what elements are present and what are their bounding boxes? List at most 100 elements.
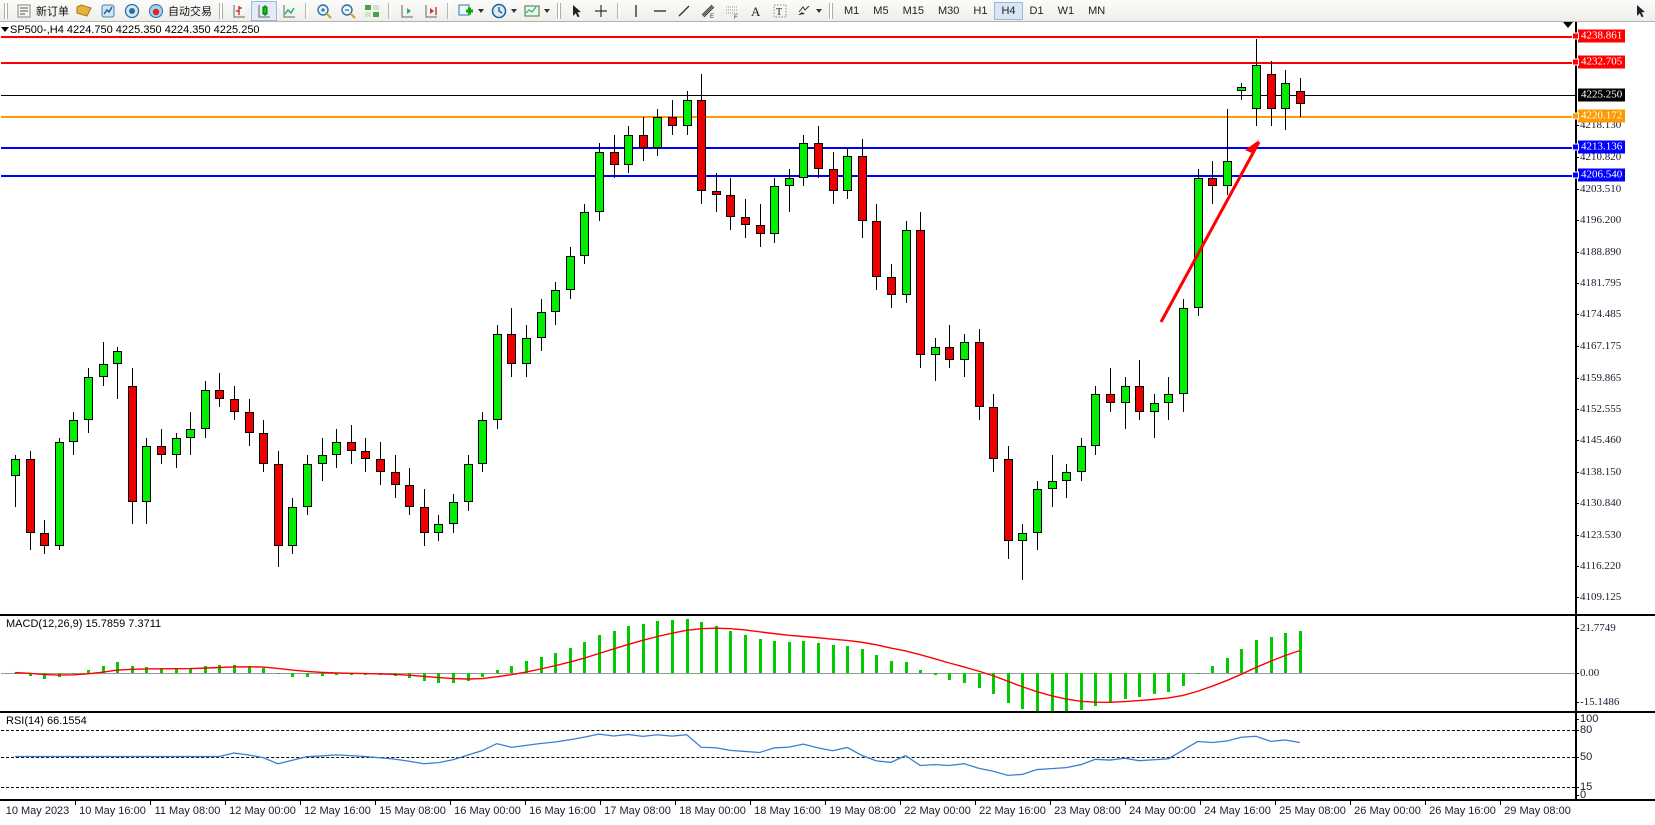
toolbar-overflow-button[interactable] (1629, 1, 1653, 21)
horizontal-line-button[interactable] (648, 1, 672, 21)
chart-collapse-marker-icon[interactable] (1, 27, 9, 32)
up-trend-arrow[interactable] (1, 22, 1575, 614)
add-indicator-button[interactable] (454, 1, 487, 21)
price-level-tag-resistance[interactable]: 4232.705 (1578, 55, 1626, 69)
price-level-line-3[interactable] (1, 116, 1575, 119)
chart-header-text: SP500-,H4 4224.750 4225.350 4224.350 422… (1, 24, 260, 36)
candlestick-chart-button[interactable] (251, 0, 277, 21)
period-button[interactable] (487, 1, 520, 21)
timeframe-h1[interactable]: H1 (973, 4, 988, 17)
chart-area[interactable]: SP500-,H4 4224.750 4225.350 4224.350 422… (0, 22, 1655, 825)
templates-caret-icon[interactable] (544, 8, 550, 13)
candle-body (303, 463, 312, 507)
tile-windows-button[interactable] (360, 1, 384, 21)
add-indicator-caret-icon[interactable] (478, 8, 484, 13)
macd-histogram-bar (43, 672, 47, 680)
timeframe-d1[interactable]: D1 (1029, 4, 1044, 17)
text-button[interactable]: A (744, 1, 768, 21)
price-level-line-5[interactable] (1, 175, 1575, 178)
time-label: 18 May 00:00 (679, 805, 746, 817)
rsi-plot[interactable] (1, 713, 1575, 799)
zoom-out-button[interactable] (336, 1, 360, 21)
price-level-knob[interactable] (1572, 58, 1579, 66)
macd-histogram-bar (890, 660, 893, 673)
candle-body (916, 229, 926, 356)
price-level-tag-support[interactable]: 4213.136 (1578, 140, 1626, 154)
price-level-tag-last-price[interactable]: 4225.250 (1578, 88, 1626, 101)
macd-tick: 21.7749 (1576, 622, 1616, 634)
vertical-line-button[interactable] (624, 1, 648, 21)
candle-body (595, 151, 604, 213)
equidistant-channel-icon: E (699, 2, 717, 20)
timeframe-mn[interactable]: MN (1088, 4, 1106, 17)
toolbar-grip-3[interactable] (557, 2, 561, 19)
time-axis[interactable]: 10 May 2023 10 May 16:00 11 May 08:00 12 Ma… (0, 800, 1655, 822)
zoom-in-button[interactable] (312, 1, 336, 21)
timeframe-w1[interactable]: W1 (1057, 4, 1075, 17)
candle-body (960, 342, 969, 360)
price-level-knob[interactable] (1572, 143, 1579, 151)
price-level-knob[interactable] (1572, 32, 1579, 40)
crosshair-button[interactable] (589, 1, 613, 21)
candle-body (799, 143, 809, 178)
autotrade-button[interactable]: 自动交易 (144, 1, 215, 21)
toolbar-grip[interactable] (4, 2, 8, 19)
market-watch-button[interactable] (96, 1, 120, 21)
arrows-button[interactable] (792, 1, 825, 21)
timeframe-m30[interactable]: M30 (937, 4, 960, 17)
trendline-button[interactable] (672, 1, 696, 21)
text-label-button[interactable]: T (768, 1, 792, 21)
macd-histogram-bar (1050, 672, 1054, 711)
bar-chart-button[interactable] (227, 1, 251, 21)
toolbar-grip-2[interactable] (219, 2, 223, 19)
toolbar-grip-4[interactable] (829, 2, 833, 19)
macd-histogram-bar (1196, 672, 1200, 675)
rsi-pane[interactable]: RSI(14) 66.1554 100 80 50 15 0 (0, 712, 1655, 801)
timeframe-m5[interactable]: M5 (873, 4, 889, 17)
pane-collapse-icon[interactable] (1563, 22, 1573, 28)
price-level-knob[interactable] (1572, 171, 1579, 179)
candlestick-chart-icon (255, 2, 273, 20)
text-icon: A (747, 2, 765, 20)
candle-body (1237, 86, 1247, 92)
macd-plot[interactable] (1, 616, 1575, 711)
candle-body (69, 420, 79, 442)
navigator-button[interactable] (120, 1, 144, 21)
time-label: 22 May 16:00 (979, 805, 1046, 817)
arrows-caret-icon[interactable] (816, 8, 822, 13)
timeframe-m15[interactable]: M15 (902, 4, 924, 17)
period-caret-icon[interactable] (511, 8, 517, 13)
candle-body (186, 428, 196, 438)
timeframe-h4[interactable]: H4 (994, 1, 1023, 20)
candle-body (930, 346, 940, 356)
folder-button[interactable] (72, 1, 96, 21)
price-level-line-2[interactable] (1, 94, 1575, 96)
price-pane[interactable]: SP500-,H4 4224.750 4225.350 4224.350 422… (0, 22, 1655, 615)
candle-body (215, 389, 225, 399)
price-level-line-1[interactable] (1, 62, 1575, 65)
templates-button[interactable] (520, 1, 553, 21)
macd-histogram-bar (744, 635, 747, 673)
macd-histogram-bar (1284, 632, 1288, 673)
price-level-line-4[interactable] (1, 146, 1575, 149)
equidistant-channel-button[interactable]: E (696, 1, 720, 21)
price-level-tag-resistance[interactable]: 4238.861 (1578, 29, 1626, 43)
auto-scroll-button[interactable] (419, 1, 443, 21)
macd-pane[interactable]: MACD(12,26,9) 15.7859 7.3711 21.7749 0.00… (0, 615, 1655, 712)
timeframe-m1[interactable]: M1 (844, 4, 860, 17)
line-chart-button[interactable] (277, 1, 301, 21)
macd-histogram-bar (948, 672, 952, 680)
price-level-knob[interactable] (1572, 112, 1579, 120)
add-indicator-icon (457, 2, 475, 20)
chart-shift-button[interactable] (395, 1, 419, 21)
time-separator (1050, 800, 1051, 805)
price-axis[interactable]: 4218.130 4210.820 4203.510 4196.200 4188.890… (1572, 22, 1655, 614)
cursor-button[interactable] (565, 1, 589, 21)
macd-histogram-bar (568, 647, 572, 673)
price-plot[interactable] (1, 22, 1575, 614)
price-level-line-0[interactable] (1, 35, 1575, 38)
fibonacci-button[interactable]: F (720, 1, 744, 21)
price-level-tag-support[interactable]: 4206.540 (1578, 168, 1626, 182)
new-order-button[interactable]: 新订单 (12, 1, 72, 21)
price-level-tag-pivot[interactable]: 4220.172 (1578, 109, 1626, 123)
